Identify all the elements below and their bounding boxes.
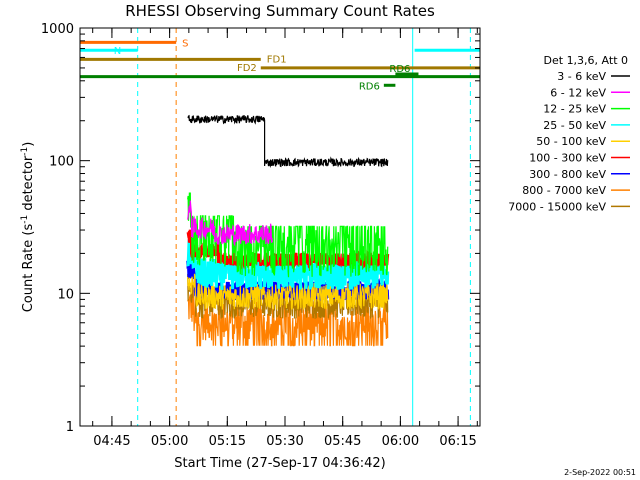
series-line-0 (187, 114, 389, 168)
state-bar-label-4: FD2 (237, 63, 257, 74)
legend-label-6: 300 - 800 keV (529, 168, 606, 181)
legend-label-5: 100 - 300 keV (529, 152, 606, 165)
series-line-4 (187, 273, 389, 310)
plot-frame (79, 27, 481, 427)
state-bar-label-7: RD6 (389, 64, 410, 75)
chart-title: RHESSI Observing Summary Count Rates (125, 2, 435, 20)
x-tick-label-0: 04:45 (93, 434, 130, 449)
state-bar-label-6: RD6 (359, 81, 380, 92)
x-tick-label-6: 06:15 (439, 434, 476, 449)
legend-label-0: 3 - 6 keV (557, 70, 606, 83)
x-tick-label-5: 06:00 (382, 434, 419, 449)
legend-title: Det 1,3,6, Att 0 (544, 54, 628, 67)
plot-area: S N FD1 FD2 RD6 RD6 (80, 28, 480, 426)
legend-label-2: 12 - 25 keV (543, 103, 606, 116)
y-axis-label-main: Count Rate (s (21, 224, 36, 313)
y-axis-label-sup2: -1 (20, 147, 30, 156)
legend-label-1: 6 - 12 keV (550, 86, 606, 99)
legend: Det 1,3,6, Att 0 3 - 6 keV 6 - 12 keV 12 -… (508, 54, 630, 213)
y-axis-label-mid: detector (21, 155, 36, 215)
y-axis-label-sup1: -1 (20, 215, 30, 224)
y-tick-label-0: 1 (66, 420, 74, 435)
y-tick-label-2: 100 (49, 155, 74, 170)
y-axis-label: Count Rate (s-1 detector-1) (20, 142, 36, 313)
state-bar-label-0: S (182, 38, 188, 49)
series-line-2 (187, 192, 389, 278)
legend-label-4: 50 - 100 keV (536, 135, 606, 148)
x-tick-label-3: 05:30 (266, 434, 303, 449)
x-tick-label-2: 05:15 (209, 434, 246, 449)
legend-label-7: 800 - 7000 keV (522, 184, 606, 197)
y-tick-label-3: 1000 (41, 22, 74, 37)
x-axis-label: Start Time (27-Sep-17 04:36:42) (174, 456, 385, 471)
y-axis-label-end: ) (21, 142, 36, 147)
legend-label-8: 7000 - 15000 keV (508, 200, 606, 213)
series-line-1 (187, 200, 273, 247)
state-bar-label-1: N (114, 46, 121, 57)
x-tick-label-4: 05:45 (324, 434, 361, 449)
footer-timestamp: 2-Sep-2022 00:51 (564, 468, 636, 477)
y-tick-label-1: 10 (57, 287, 74, 302)
legend-label-3: 25 - 50 keV (543, 119, 606, 132)
x-tick-label-1: 05:00 (151, 434, 188, 449)
state-bar-label-3: FD1 (267, 54, 287, 65)
